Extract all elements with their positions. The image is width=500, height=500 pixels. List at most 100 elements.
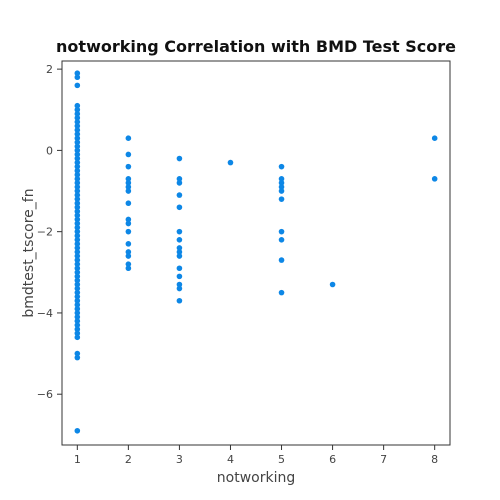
x-tick-label: 3: [176, 453, 183, 466]
scatter-point: [176, 245, 183, 251]
y-axis-ticks: 2 0 −2 −4 −6: [37, 63, 62, 401]
scatter-point: [74, 123, 81, 129]
scatter-point: [176, 297, 183, 304]
scatter-point: [176, 204, 183, 211]
x-tick-label: 5: [278, 453, 285, 466]
scatter-point: [74, 269, 81, 276]
x-tick-label: 6: [329, 453, 336, 466]
scatter-point: [125, 200, 132, 207]
scatter-point: [125, 176, 132, 182]
scatter-point: [431, 135, 438, 142]
scatter-point: [125, 241, 132, 247]
scatter-point: [74, 131, 81, 137]
scatter-point: [74, 265, 81, 272]
scatter-point: [74, 228, 81, 235]
scatter-point: [125, 249, 132, 255]
scatter-point: [74, 236, 81, 243]
scatter-point: [74, 330, 81, 337]
scatter-point: [278, 180, 285, 186]
scatter-point: [125, 151, 132, 158]
scatter-point: [74, 143, 81, 150]
scatter-point: [278, 257, 285, 263]
scatter-point: [74, 212, 81, 219]
x-tick-label: 7: [380, 453, 387, 466]
x-tick-label: 8: [431, 453, 438, 466]
scatter-point: [176, 228, 183, 235]
scatter-point: [74, 70, 81, 76]
scatter-point: [74, 293, 81, 300]
scatter-point: [74, 167, 81, 174]
chart-title: notworking Correlation with BMD Test Sco…: [56, 37, 456, 56]
scatter-point: [74, 350, 81, 357]
scatter-point: [125, 261, 132, 267]
scatter-point: [125, 180, 132, 186]
scatter-point: [74, 196, 81, 202]
scatter-point: [74, 354, 81, 361]
scatter-point: [176, 273, 183, 280]
x-tick-label: 2: [125, 453, 132, 466]
scatter-point: [74, 302, 81, 308]
scatter-point: [74, 192, 81, 198]
scatter-point: [278, 196, 285, 202]
y-tick-label: −2: [37, 226, 53, 239]
scatter-point: [74, 135, 81, 142]
scatter-point: [176, 192, 183, 198]
scatter-point: [329, 281, 336, 288]
scatter-point: [278, 236, 285, 243]
scatter-point: [278, 289, 285, 296]
y-tick-label: 2: [46, 63, 53, 76]
scatter-point: [74, 163, 81, 170]
scatter-point: [74, 232, 81, 239]
scatter-point: [74, 257, 81, 263]
scatter-point: [74, 322, 81, 328]
scatter-point: [74, 241, 81, 247]
scatter-point: [125, 184, 132, 190]
scatter-point: [74, 249, 81, 255]
x-tick-label: 1: [74, 453, 81, 466]
scatter-point: [74, 111, 81, 117]
scatter-point: [74, 151, 81, 158]
scatter-point: [176, 180, 183, 186]
scatter-point: [74, 289, 81, 296]
scatter-point: [125, 228, 132, 235]
scatter-point: [278, 188, 285, 194]
scatter-point: [125, 265, 132, 272]
scatter-point: [74, 102, 81, 109]
scatter-point: [278, 184, 285, 190]
scatter-point: [74, 245, 81, 251]
scatter-point: [74, 314, 81, 320]
scatter-point: [74, 281, 81, 288]
scatter-point: [278, 176, 285, 182]
scatter-point: [176, 281, 183, 288]
y-axis-label: bmdtest_tscore_fn: [21, 188, 37, 317]
scatter-point: [125, 253, 132, 259]
scatter-point: [227, 159, 234, 166]
data-points: [74, 70, 438, 434]
scatter-point: [74, 176, 81, 182]
scatter-point: [74, 74, 81, 81]
scatter-point: [74, 171, 81, 178]
scatter-point: [74, 180, 81, 186]
scatter-point: [74, 427, 81, 434]
scatter-point: [74, 285, 81, 292]
scatter-point: [74, 106, 81, 113]
scatter-point: [74, 318, 81, 324]
scatter-point: [74, 253, 81, 259]
scatter-point: [176, 265, 183, 272]
x-axis-ticks: 1 2 3 4 5 6 7 8: [74, 445, 438, 466]
y-tick-label: 0: [46, 144, 53, 157]
x-tick-label: 4: [227, 453, 234, 466]
scatter-point: [74, 220, 81, 227]
scatter-point: [125, 135, 132, 142]
scatter-point: [74, 208, 81, 215]
scatter-point: [125, 163, 132, 170]
scatter-point: [74, 127, 81, 133]
scatter-point: [74, 188, 81, 194]
x-axis-label: notworking: [217, 470, 295, 486]
scatter-point: [176, 249, 183, 255]
scatter-point: [176, 236, 183, 243]
scatter-point: [74, 147, 81, 154]
scatter-point: [74, 159, 81, 166]
scatter-point: [278, 228, 285, 235]
